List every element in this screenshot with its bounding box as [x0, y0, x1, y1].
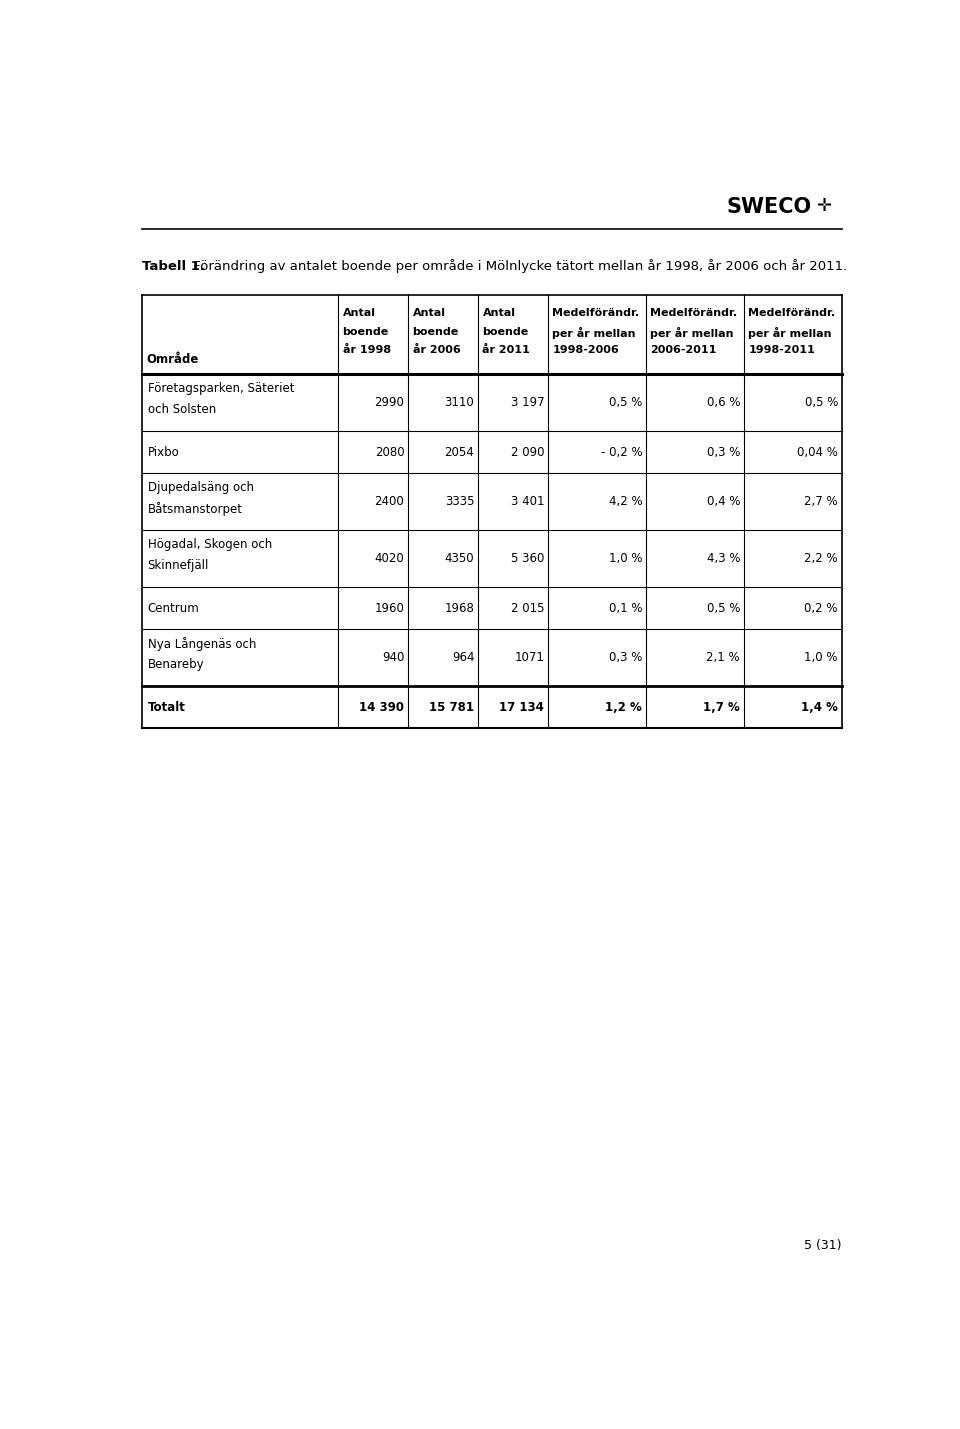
Text: 1998-2011: 1998-2011: [748, 346, 815, 356]
Text: Antal: Antal: [413, 307, 445, 317]
Text: Medelförändr.: Medelförändr.: [748, 307, 835, 317]
Text: 964: 964: [452, 652, 474, 664]
Text: Område: Område: [147, 353, 199, 366]
Text: 0,2 %: 0,2 %: [804, 602, 838, 614]
Text: per år mellan: per år mellan: [650, 327, 733, 339]
Text: boende: boende: [413, 327, 459, 337]
Text: 3110: 3110: [444, 396, 474, 409]
Text: 5 (31): 5 (31): [804, 1239, 842, 1252]
Text: ✛: ✛: [815, 197, 830, 214]
Text: och Solsten: och Solsten: [148, 403, 216, 416]
Text: 1968: 1968: [444, 602, 474, 614]
Text: 2,1 %: 2,1 %: [707, 652, 740, 664]
Text: 0,1 %: 0,1 %: [609, 602, 642, 614]
Text: 14 390: 14 390: [359, 700, 404, 714]
Text: per år mellan: per år mellan: [748, 327, 831, 339]
Text: per år mellan: per år mellan: [552, 327, 636, 339]
Text: Förändring av antalet boende per område i Mölnlycke tätort mellan år 1998, år 20: Förändring av antalet boende per område …: [189, 260, 848, 273]
Text: Totalt: Totalt: [148, 700, 185, 714]
Text: 2054: 2054: [444, 446, 474, 459]
Text: 2 015: 2 015: [511, 602, 544, 614]
Text: 2080: 2080: [374, 446, 404, 459]
Text: 0,5 %: 0,5 %: [609, 396, 642, 409]
Text: år 2006: år 2006: [413, 346, 460, 356]
Text: boende: boende: [483, 327, 529, 337]
Text: Tabell 1.: Tabell 1.: [142, 260, 205, 273]
Text: SWECO: SWECO: [727, 197, 812, 217]
Text: 0,5 %: 0,5 %: [804, 396, 838, 409]
Text: 940: 940: [382, 652, 404, 664]
Text: Antal: Antal: [343, 307, 375, 317]
Text: Pixbo: Pixbo: [148, 446, 180, 459]
Text: 1,0 %: 1,0 %: [804, 652, 838, 664]
Text: 0,5 %: 0,5 %: [707, 602, 740, 614]
Text: 1,0 %: 1,0 %: [609, 552, 642, 566]
Text: 3 197: 3 197: [511, 396, 544, 409]
Text: 2 090: 2 090: [511, 446, 544, 459]
Text: 0,3 %: 0,3 %: [609, 652, 642, 664]
Text: år 1998: år 1998: [343, 346, 391, 356]
Text: Företagsparken, Säteriet: Företagsparken, Säteriet: [148, 382, 294, 394]
Text: Centrum: Centrum: [148, 602, 200, 614]
Text: 2,2 %: 2,2 %: [804, 552, 838, 566]
Text: 0,6 %: 0,6 %: [707, 396, 740, 409]
Text: 3 401: 3 401: [511, 494, 544, 509]
Text: år 2011: år 2011: [483, 346, 530, 356]
Text: 2400: 2400: [374, 494, 404, 509]
Text: 1,7 %: 1,7 %: [704, 700, 740, 714]
Text: - 0,2 %: - 0,2 %: [601, 446, 642, 459]
Text: 15 781: 15 781: [429, 700, 474, 714]
Text: 2990: 2990: [374, 396, 404, 409]
Text: 4,2 %: 4,2 %: [609, 494, 642, 509]
Text: 0,3 %: 0,3 %: [707, 446, 740, 459]
Text: 5 360: 5 360: [511, 552, 544, 566]
Text: 0,4 %: 0,4 %: [707, 494, 740, 509]
Text: Skinnefjäll: Skinnefjäll: [148, 559, 209, 572]
Text: 4350: 4350: [444, 552, 474, 566]
Text: 3335: 3335: [444, 494, 474, 509]
Text: 2006-2011: 2006-2011: [650, 346, 717, 356]
Text: Djupedalsäng och: Djupedalsäng och: [148, 480, 253, 493]
Text: 4020: 4020: [374, 552, 404, 566]
Text: 4,3 %: 4,3 %: [707, 552, 740, 566]
Text: 0,04 %: 0,04 %: [797, 446, 838, 459]
Text: 1071: 1071: [515, 652, 544, 664]
Text: Medelförändr.: Medelförändr.: [650, 307, 737, 317]
Text: 1,4 %: 1,4 %: [801, 700, 838, 714]
Text: 1960: 1960: [374, 602, 404, 614]
Text: 1,2 %: 1,2 %: [606, 700, 642, 714]
Text: Benareby: Benareby: [148, 657, 204, 670]
Text: Antal: Antal: [483, 307, 516, 317]
Text: Båtsmanstorpet: Båtsmanstorpet: [148, 502, 243, 516]
Text: Nya Långenäs och: Nya Långenäs och: [148, 637, 256, 650]
Text: Medelförändr.: Medelförändr.: [552, 307, 639, 317]
Text: 17 134: 17 134: [499, 700, 544, 714]
Text: 2,7 %: 2,7 %: [804, 494, 838, 509]
Text: boende: boende: [343, 327, 389, 337]
Text: Högadal, Skogen och: Högadal, Skogen och: [148, 537, 272, 552]
Text: 1998-2006: 1998-2006: [552, 346, 619, 356]
